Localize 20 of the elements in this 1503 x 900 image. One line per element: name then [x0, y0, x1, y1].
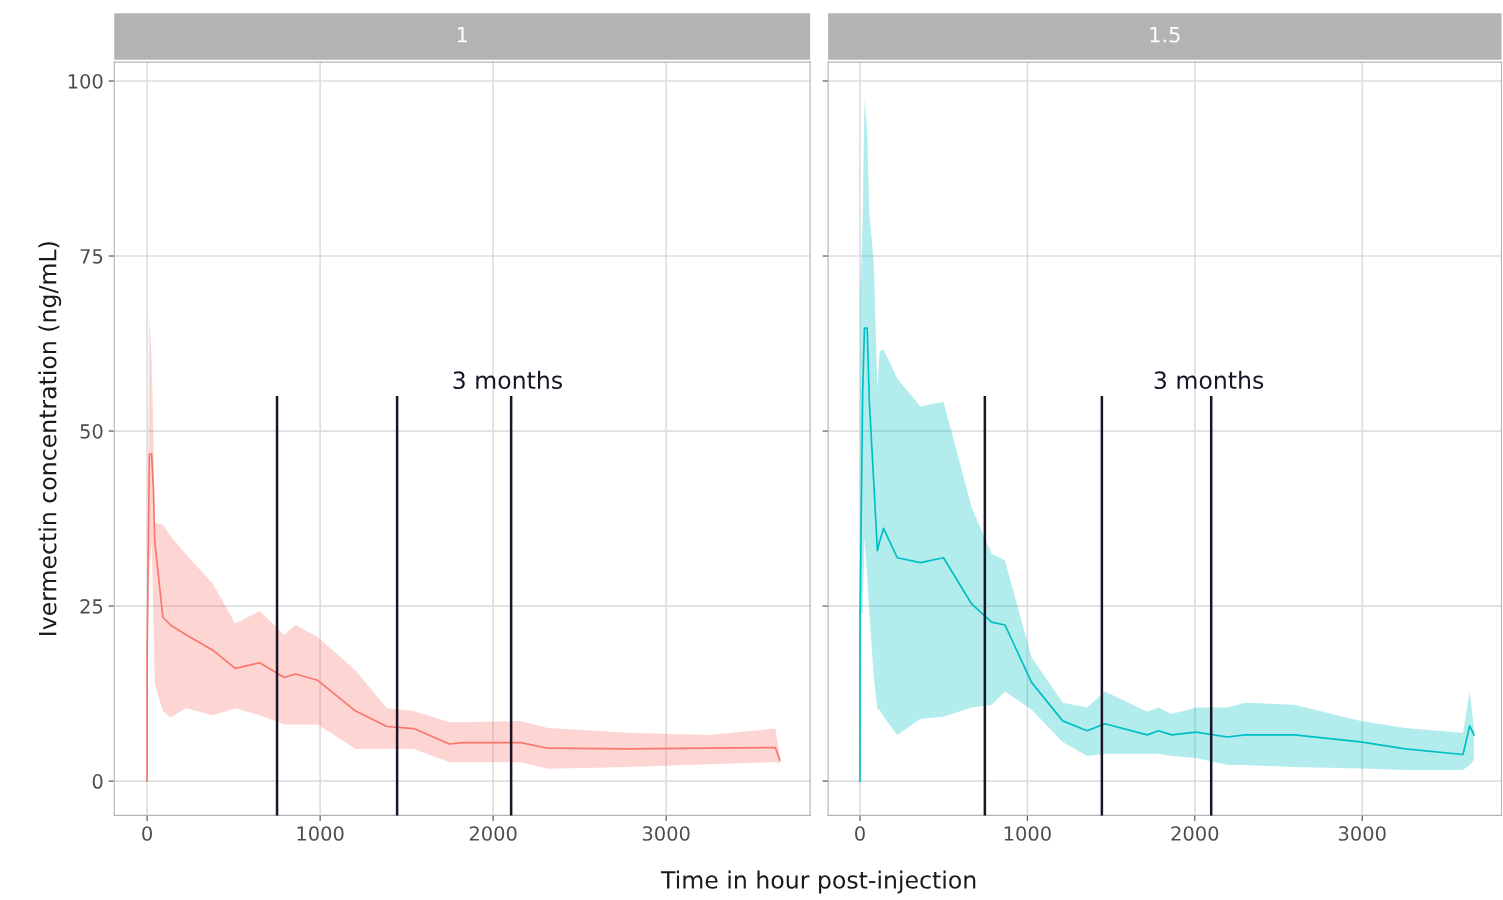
x-tick-label: 0: [855, 826, 865, 841]
x-tick-label: 1000: [1004, 826, 1051, 841]
chart-title: 1.5: [1150, 27, 1180, 43]
y-tick-label: 50: [80, 424, 103, 439]
y-tick-label: 0: [92, 774, 103, 789]
x-tick-label: 3000: [1338, 826, 1386, 841]
line-series: [146, 453, 781, 782]
y-tick-label: 25: [80, 599, 103, 614]
x-axis-title: Time in hour post-injection: [660, 870, 976, 894]
x-tick-label: 0: [142, 826, 152, 841]
x-tick-label: 1000: [297, 826, 344, 841]
y-tick-label: 100: [68, 73, 103, 89]
x-tick-label: 3000: [642, 826, 690, 841]
y-axis-title: Ivermectin concentration (ng/mL): [38, 242, 62, 635]
x-tick-label: 2000: [469, 826, 517, 841]
annotation: 3 months: [453, 370, 562, 390]
chart-title: 1: [457, 27, 467, 43]
x-tick-label: 2000: [1171, 826, 1219, 841]
annotation: 3 months: [1154, 370, 1264, 390]
y-tick-label: 75: [80, 249, 103, 264]
